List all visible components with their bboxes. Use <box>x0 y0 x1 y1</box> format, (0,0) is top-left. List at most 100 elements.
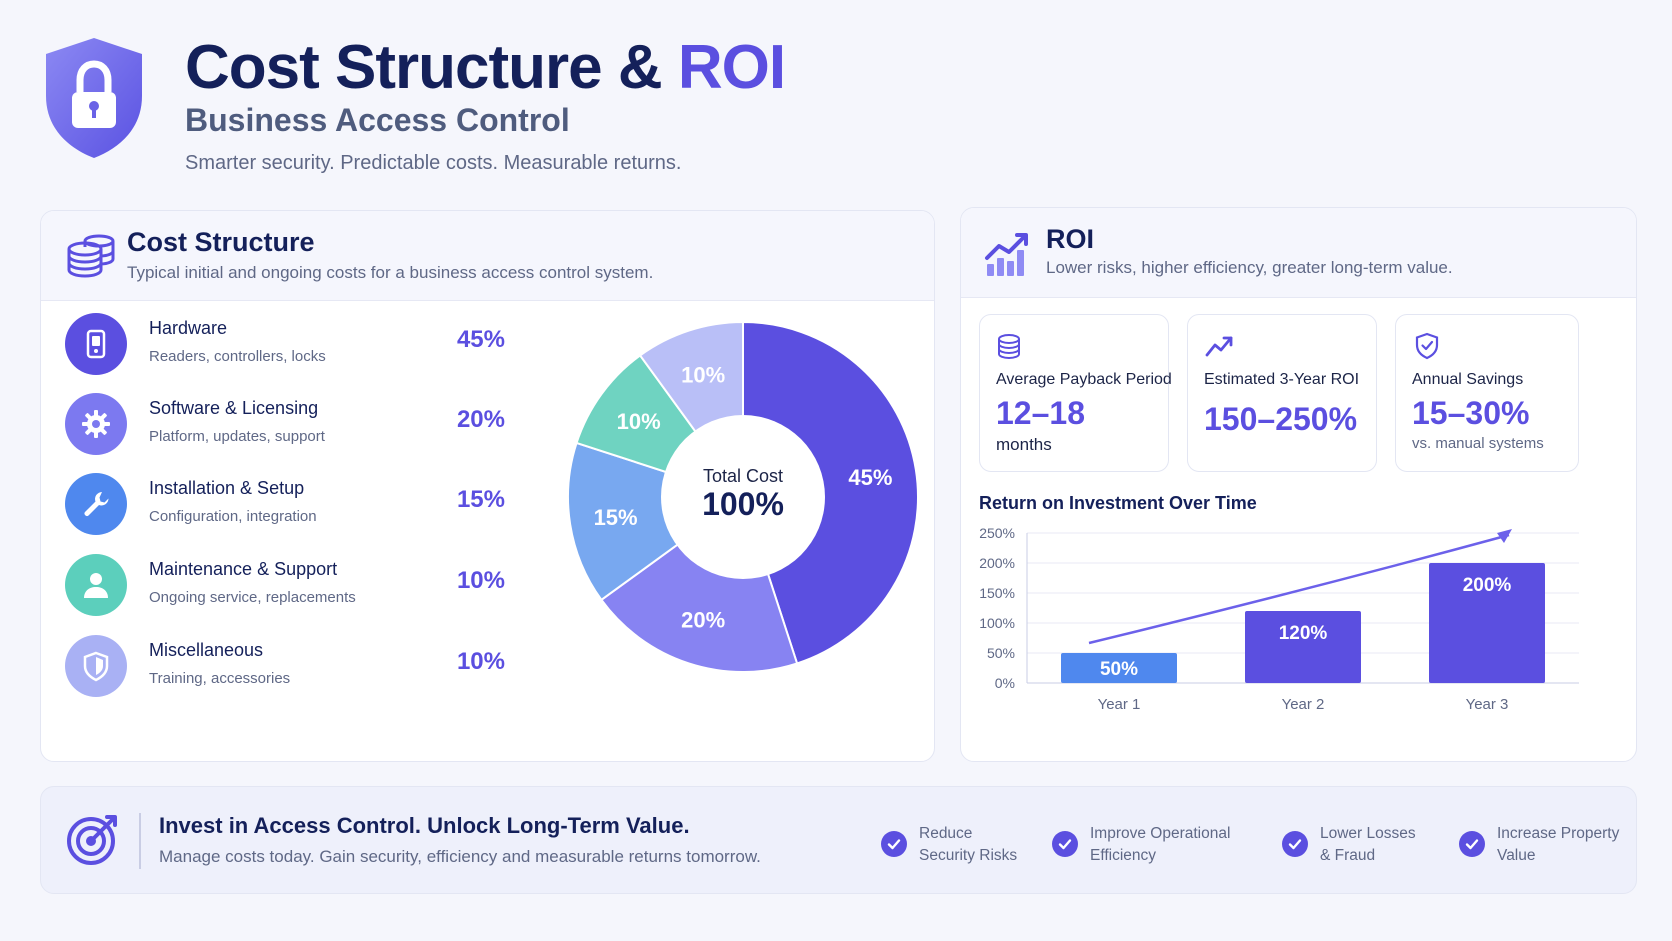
software-badge <box>65 393 127 455</box>
footer-description: Manage costs today. Gain security, effic… <box>159 847 761 866</box>
check-icon <box>1052 831 1078 857</box>
kpi-unit: months <box>996 435 1052 454</box>
footer-title: Invest in Access Control. Unlock Long-Te… <box>159 813 690 838</box>
kpi-value: 150–250% <box>1204 401 1358 437</box>
cost-item-name: Maintenance & Support <box>149 559 338 579</box>
y-tick-label: 150% <box>979 585 1015 601</box>
device-icon <box>86 329 106 359</box>
kpi-savings: Annual Savings 15–30% vs. manual systems <box>1395 314 1579 472</box>
donut-slice <box>567 441 746 602</box>
cost-item-sub: Configuration, integration <box>149 508 317 525</box>
wrench-icon <box>84 492 109 516</box>
check-icon <box>1282 831 1308 857</box>
person-icon <box>84 573 108 598</box>
check-icon <box>1459 831 1485 857</box>
cost-item-pct: 15% <box>456 486 505 513</box>
page-subtitle: Business Access Control <box>185 102 570 138</box>
target-icon <box>67 815 117 865</box>
miscellaneous-badge <box>65 635 127 697</box>
roi-panel: ROI Lower risks, higher efficiency, grea… <box>960 207 1637 762</box>
benefit-label: Improve Operational Efficiency <box>1090 825 1231 864</box>
page-title-accent: ROI <box>677 33 786 102</box>
kpi-label: Annual Savings <box>1412 371 1524 388</box>
roi-panel-header: ROI Lower risks, higher efficiency, grea… <box>961 208 1636 298</box>
page-tagline: Smarter security. Predictable costs. Mea… <box>185 152 682 174</box>
shield-check-icon <box>1415 332 1439 360</box>
cost-item-name: Software & Licensing <box>149 398 319 418</box>
maintenance-badge <box>65 554 127 616</box>
cost-item-sub: Training, accessories <box>149 670 291 687</box>
roi-bar <box>1429 563 1545 683</box>
roi-bar <box>1061 653 1177 683</box>
benefit-label: Increase Property Value <box>1497 825 1620 864</box>
donut-slice-label: 15% <box>594 505 638 530</box>
donut-center-value: 100% <box>702 486 784 522</box>
x-tick-label: Year 2 <box>1282 696 1325 713</box>
coins-icon <box>67 234 115 278</box>
donut-slice-label: 20% <box>681 608 725 633</box>
roi-chart-title: Return on Investment Over Time <box>979 493 1257 513</box>
kpi-value: 12–18 <box>996 395 1085 431</box>
cost-panel-header: Cost Structure Typical initial and ongoi… <box>41 211 934 301</box>
cost-item-miscellaneous: Miscellaneous Training, accessories 10% <box>65 634 505 700</box>
cost-structure-panel: Cost Structure Typical initial and ongoi… <box>40 210 935 762</box>
kpi-unit: vs. manual systems <box>1412 435 1544 452</box>
cost-item-name: Miscellaneous <box>149 640 264 660</box>
cost-item-sub: Ongoing service, replacements <box>149 589 356 606</box>
kpi-label: Average Payback Period <box>996 371 1172 388</box>
cost-item-pct: 10% <box>456 648 505 675</box>
cost-item-name: Hardware <box>149 318 228 338</box>
cost-item-name: Installation & Setup <box>149 478 305 498</box>
cost-item-sub: Platform, updates, support <box>149 428 325 445</box>
cost-panel-title: Cost Structure <box>127 227 315 257</box>
y-tick-label: 200% <box>979 555 1015 571</box>
cost-item-maintenance: Maintenance & Support Ongoing service, r… <box>65 553 505 619</box>
shield-lock-icon <box>46 38 142 158</box>
bar-value-label: 50% <box>1100 659 1138 680</box>
x-tick-label: Year 1 <box>1098 696 1141 713</box>
donut-slice-label: 45% <box>848 465 892 490</box>
bar-value-label: 120% <box>1279 623 1328 644</box>
donut-slice-label: 10% <box>617 409 661 434</box>
cost-item-installation: Installation & Setup Configuration, inte… <box>65 472 505 538</box>
hardware-badge <box>65 313 127 375</box>
trend-line <box>1088 533 1510 645</box>
coins-icon <box>998 334 1020 360</box>
donut-center-label: Total Cost <box>703 466 783 486</box>
cost-item-pct: 45% <box>456 326 505 353</box>
check-icon <box>881 831 907 857</box>
cost-item-pct: 10% <box>456 567 505 594</box>
benefit-label: Lower Losses & Fraud <box>1320 825 1416 864</box>
roi-bar-chart: 0% 50% 100% 150% 200% 250% 50% Year 1 120% Year 2… <box>979 525 1579 713</box>
donut-slice-label: 10% <box>681 362 725 387</box>
page-title: Cost Structure & ROI <box>185 33 786 102</box>
roi-panel-title: ROI <box>1046 224 1095 254</box>
y-tick-label: 100% <box>979 615 1015 631</box>
cost-item-software: Software & Licensing Platform, updates, … <box>65 392 505 458</box>
roi-panel-description: Lower risks, higher efficiency, greater … <box>1046 258 1453 277</box>
trend-up-icon <box>1205 336 1233 357</box>
cost-donut-chart: Total Cost 100% 45% 20% 15% 10% 10% <box>567 320 919 673</box>
page-header: Cost Structure & ROI Business Access Con… <box>40 30 1140 180</box>
cost-item-sub: Readers, controllers, locks <box>149 348 326 365</box>
y-tick-label: 250% <box>979 525 1015 541</box>
y-tick-label: 0% <box>995 675 1015 691</box>
shield-icon <box>83 651 109 682</box>
bar-value-label: 200% <box>1463 575 1512 596</box>
benefit-label: Reduce Security Risks <box>919 825 1018 864</box>
kpi-roi: Estimated 3-Year ROI 150–250% <box>1187 314 1377 472</box>
donut-slice <box>742 320 919 665</box>
installation-badge <box>65 473 127 535</box>
bar-trend-icon <box>985 233 1028 276</box>
cost-panel-description: Typical initial and ongoing costs for a … <box>127 263 654 282</box>
cost-item-hardware: Hardware Readers, controllers, locks 45% <box>65 312 505 378</box>
trend-arrowhead <box>1497 529 1512 543</box>
footer-divider <box>139 813 141 869</box>
cost-item-pct: 20% <box>456 406 505 433</box>
kpi-value: 15–30% <box>1412 395 1530 431</box>
kpi-label: Estimated 3-Year ROI <box>1204 371 1360 388</box>
x-tick-label: Year 3 <box>1466 696 1509 713</box>
gear-icon <box>82 410 110 438</box>
y-tick-label: 50% <box>987 645 1015 661</box>
kpi-payback: Average Payback Period 12–18 months <box>979 314 1172 472</box>
